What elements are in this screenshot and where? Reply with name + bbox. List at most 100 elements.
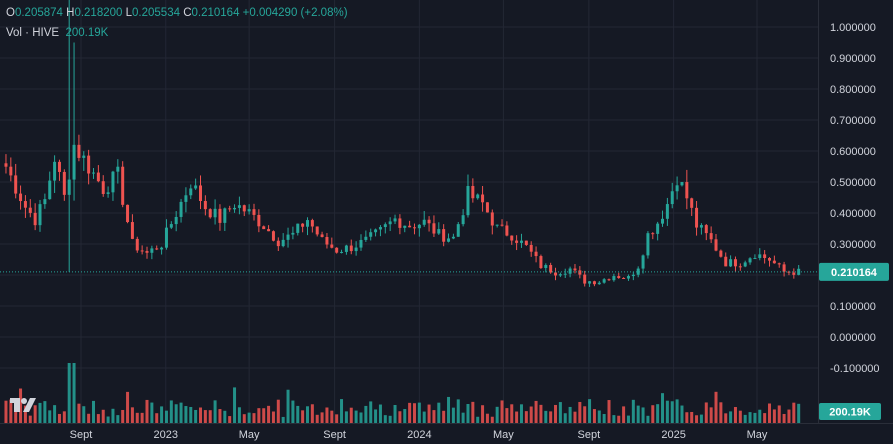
y-tick-label: 0.300000 bbox=[830, 239, 876, 251]
volume-bar bbox=[242, 414, 246, 423]
close-label: C bbox=[183, 7, 192, 19]
candle-body bbox=[476, 194, 480, 199]
candle-body bbox=[237, 205, 241, 208]
volume-bar bbox=[782, 413, 786, 423]
candle-body bbox=[374, 229, 378, 233]
candle-body bbox=[772, 260, 776, 264]
volume-bar bbox=[179, 402, 183, 423]
y-tick-label: 0.000000 bbox=[830, 332, 876, 344]
volume-bar bbox=[305, 406, 309, 423]
volume-bar bbox=[719, 402, 723, 423]
volume-bar bbox=[422, 411, 426, 423]
candle-body bbox=[262, 226, 266, 230]
volume-bar bbox=[471, 401, 475, 423]
volume-bar bbox=[656, 404, 660, 423]
x-tick-label: Sept bbox=[70, 429, 93, 441]
volume-bar bbox=[164, 410, 168, 423]
volume-bar bbox=[524, 411, 528, 423]
volume-bar bbox=[447, 396, 451, 423]
candle-body bbox=[335, 247, 339, 253]
volume-bar bbox=[792, 402, 796, 423]
volume-bar bbox=[174, 404, 178, 423]
volume-bar bbox=[408, 402, 412, 423]
volume-bar bbox=[510, 404, 514, 423]
candle-body bbox=[19, 193, 23, 202]
y-tick-label: 1.000000 bbox=[830, 22, 876, 34]
volume-bar bbox=[48, 410, 52, 423]
volume-bar bbox=[121, 409, 125, 423]
volume-bar bbox=[364, 405, 368, 423]
volume-bar bbox=[597, 410, 601, 423]
volume-bar bbox=[184, 406, 188, 423]
volume-bar bbox=[96, 414, 100, 423]
candle-body bbox=[48, 180, 52, 200]
candle-body bbox=[257, 214, 261, 227]
volume-bar bbox=[529, 406, 533, 423]
candle-body bbox=[4, 163, 8, 167]
volume-bar bbox=[709, 407, 713, 423]
volume-bar bbox=[369, 401, 373, 423]
low-label: L bbox=[125, 7, 133, 19]
volume-bar bbox=[461, 412, 465, 423]
high-value: 0.218200 bbox=[74, 7, 123, 19]
volume-bar bbox=[374, 409, 378, 423]
candle-body bbox=[344, 245, 348, 252]
volume-bar bbox=[286, 389, 290, 423]
candle-body bbox=[612, 276, 616, 281]
y-tick-label: 0.100000 bbox=[830, 301, 876, 313]
candle-body bbox=[685, 182, 689, 199]
volume-bar bbox=[82, 406, 86, 423]
candle-body bbox=[130, 222, 134, 239]
candle-body bbox=[451, 236, 455, 239]
candle-body bbox=[164, 227, 168, 248]
volume-bar bbox=[130, 407, 134, 423]
volume-bar bbox=[612, 415, 616, 423]
volume-bar bbox=[432, 410, 436, 423]
volume-bar bbox=[427, 404, 431, 423]
volume-bar bbox=[558, 402, 562, 423]
candle-body bbox=[442, 229, 446, 242]
high-label: H bbox=[66, 7, 75, 19]
volume-bar bbox=[476, 416, 480, 423]
volume-bar bbox=[393, 404, 397, 423]
last-price-badge: 0.210164 bbox=[819, 262, 889, 281]
volume-bar bbox=[748, 412, 752, 423]
price-axis[interactable]: 1.100000 1.000000 0.900000 0.800000 0.700000… bbox=[830, 0, 880, 375]
volume-bar bbox=[203, 410, 207, 423]
volume-bar bbox=[160, 406, 164, 423]
candle-body bbox=[57, 161, 61, 172]
candle-body bbox=[111, 171, 115, 193]
candle-body bbox=[296, 223, 300, 233]
volume-bar bbox=[213, 400, 217, 423]
volume-bar bbox=[539, 404, 543, 423]
candle-body bbox=[96, 172, 100, 182]
candle-body bbox=[43, 199, 47, 205]
candle-body bbox=[505, 225, 509, 236]
candle-body bbox=[33, 212, 37, 226]
open-label: O bbox=[6, 7, 15, 19]
volume-bar bbox=[534, 400, 538, 423]
volume-bar bbox=[145, 399, 149, 423]
candle-body bbox=[53, 161, 57, 181]
volume-bar bbox=[189, 406, 193, 423]
candle-body bbox=[378, 227, 382, 230]
volume-bar bbox=[690, 411, 694, 423]
volume-bar bbox=[296, 405, 300, 423]
candle-body bbox=[782, 264, 786, 272]
volume-bar bbox=[106, 416, 110, 423]
x-tick-label: Sept bbox=[323, 429, 346, 441]
volume-bar bbox=[218, 409, 222, 423]
volume-bar bbox=[568, 406, 572, 423]
volume-bar bbox=[344, 411, 348, 423]
volume-bar bbox=[729, 411, 733, 423]
tradingview-logo-icon[interactable] bbox=[10, 398, 36, 412]
candle-body bbox=[777, 263, 781, 265]
volume-bar bbox=[403, 409, 407, 423]
volume-bar bbox=[646, 415, 650, 423]
volume-bar bbox=[515, 411, 519, 423]
volume-bar bbox=[276, 399, 280, 423]
time-axis[interactable]: Sept 2023 May Sept 2024 May Sept 2025 May bbox=[70, 429, 768, 441]
volume-badge-label: 200.19K bbox=[829, 407, 871, 419]
candle-body bbox=[617, 276, 621, 279]
